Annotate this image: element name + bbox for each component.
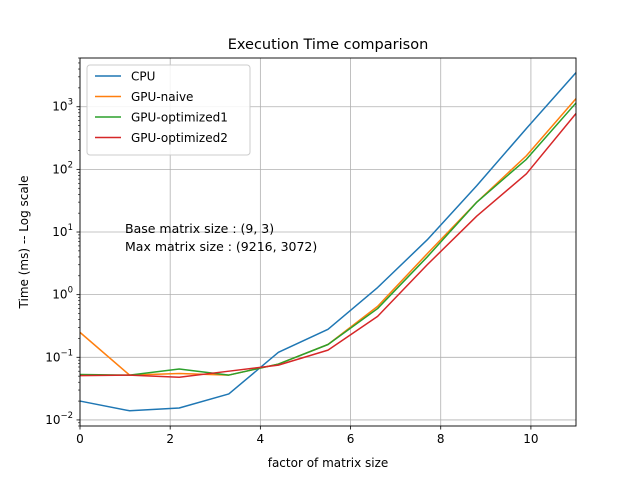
x-tick-label: 2 (166, 432, 174, 446)
annotation-base-size: Base matrix size : (9, 3) (125, 221, 274, 236)
legend-label-cpu: CPU (131, 70, 155, 84)
series-line-cpu (79, 72, 577, 412)
x-tick-label: 4 (257, 432, 265, 446)
y-tick-label: 101 (52, 223, 73, 239)
y-tick-label: 100 (52, 286, 73, 302)
grid-lines (79, 58, 576, 426)
y-axis-label: Time (ms) -- Log scale (17, 176, 31, 310)
legend-label-gpu-optimized2: GPU-optimized2 (131, 131, 228, 145)
y-axis-ticks: 10−2 10−1 100 101 102 103 (45, 57, 80, 427)
x-axis-ticks: 0 2 4 6 8 10 (76, 426, 539, 446)
y-tick-label: 10−1 (45, 348, 73, 364)
x-tick-label: 10 (523, 432, 538, 446)
legend-label-gpu-naive: GPU-naive (131, 90, 193, 104)
y-tick-label: 103 (52, 98, 73, 114)
series-line-gpu-optimized2 (79, 113, 577, 379)
x-axis-label: factor of matrix size (268, 456, 389, 470)
chart-title: Execution Time comparison (228, 37, 429, 53)
y-tick-label: 102 (52, 160, 73, 176)
x-tick-label: 6 (347, 432, 355, 446)
legend: CPU GPU-naive GPU-optimized1 GPU-optimized2 (86, 64, 251, 156)
x-tick-label: 8 (437, 432, 445, 446)
y-tick-label: 10−2 (45, 411, 73, 427)
series-lines (79, 72, 577, 412)
annotation-max-size: Max matrix size : (9216, 3072) (125, 239, 317, 254)
legend-box (86, 64, 251, 156)
legend-label-gpu-optimized1: GPU-optimized1 (131, 111, 228, 125)
x-tick-label: 0 (76, 432, 84, 446)
series-line-gpu-optimized1 (79, 102, 577, 376)
